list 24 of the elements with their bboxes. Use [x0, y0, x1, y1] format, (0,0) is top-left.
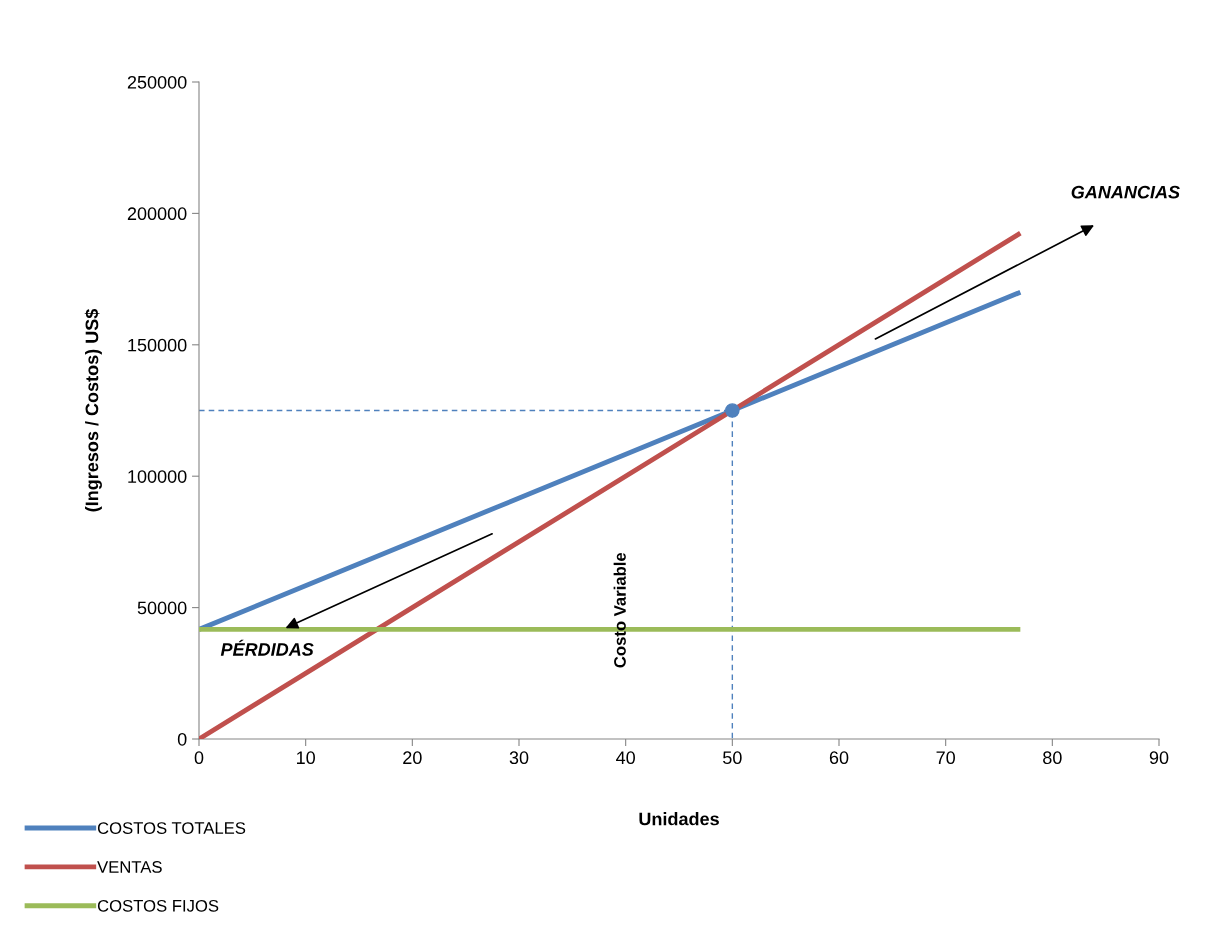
x-tick-label: 0	[194, 751, 204, 765]
x-tick-label: 80	[1043, 751, 1062, 765]
annotation: PÉRDIDAS	[220, 639, 314, 656]
y-tick-label: 200000	[127, 207, 187, 221]
legend-label: VENTAS	[97, 861, 162, 873]
x-tick-label: 60	[829, 751, 849, 765]
x-tick-label: 50	[723, 751, 742, 765]
x-tick-label: 20	[403, 751, 422, 765]
annotation: GANANCIAS	[1071, 185, 1180, 199]
y-axis-title: (Ingresos / Costos) US$	[84, 308, 102, 512]
y-tick-label: 250000	[127, 75, 187, 89]
x-tick-label: 10	[297, 751, 315, 765]
annotation: Costo Variable	[613, 552, 626, 668]
legend-label: COSTOS TOTALES	[97, 822, 246, 834]
x-axis-title: Unidades	[639, 812, 719, 826]
y-tick-label: 150000	[128, 338, 187, 352]
y-tick-label: 0	[177, 732, 187, 746]
y-tick-label: 100000	[128, 470, 187, 483]
x-tick-label: 90	[1149, 751, 1169, 765]
x-tick-label: 70	[936, 751, 955, 765]
legend-label: COSTOS FIJOS	[97, 899, 219, 912]
x-tick-label: 30	[509, 751, 529, 765]
x-tick-label: 40	[616, 751, 635, 765]
y-tick-label: 50000	[137, 601, 187, 615]
